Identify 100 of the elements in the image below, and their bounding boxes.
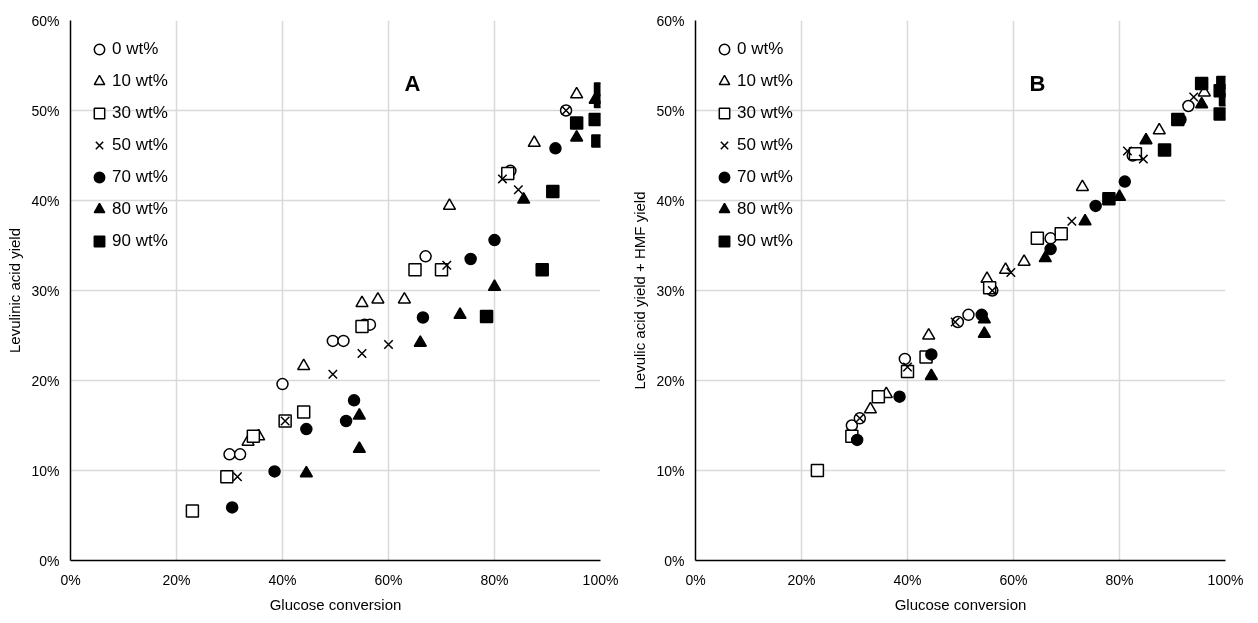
- point: [1213, 83, 1226, 98]
- point: [1102, 191, 1116, 206]
- point: [355, 295, 369, 308]
- point: [925, 348, 938, 361]
- point: [1017, 254, 1031, 266]
- point: [977, 326, 992, 338]
- legend-label: 50 wt%: [737, 135, 793, 155]
- y-tick-label: 40%: [656, 192, 685, 209]
- x-tick-label: 100%: [582, 571, 619, 588]
- x-tick-label: 60%: [374, 571, 403, 588]
- point: [850, 433, 864, 447]
- x-tick-label: 0%: [60, 571, 81, 588]
- point: [408, 263, 422, 277]
- y-tick-label: 10%: [656, 462, 685, 479]
- point: [233, 448, 247, 461]
- x-tick-label: 100%: [1207, 571, 1244, 588]
- point: [1075, 179, 1090, 192]
- legend-label: 10 wt%: [112, 71, 168, 91]
- y-tick-label: 30%: [31, 282, 60, 299]
- point: [347, 394, 361, 407]
- x-tick-label: 40%: [268, 571, 297, 588]
- point: [513, 184, 524, 195]
- y-tick-label: 40%: [31, 192, 60, 209]
- legend-label: 90 wt%: [112, 231, 168, 251]
- point: [1118, 175, 1132, 188]
- point: [1139, 132, 1153, 145]
- point: [1078, 213, 1092, 226]
- point: [1122, 146, 1133, 156]
- point: [371, 291, 385, 304]
- point: [569, 86, 584, 99]
- point: [268, 465, 281, 478]
- point: [1054, 227, 1068, 241]
- x-tick-label: 80%: [1105, 571, 1134, 588]
- point: [569, 116, 584, 130]
- point: [383, 339, 394, 350]
- legend-label: 70 wt%: [737, 167, 793, 187]
- point: [185, 504, 200, 518]
- point: [546, 184, 560, 199]
- point: [296, 358, 311, 371]
- point: [441, 260, 452, 271]
- point: [413, 335, 428, 347]
- point: [296, 405, 311, 419]
- point: [327, 369, 338, 380]
- point: [497, 173, 508, 184]
- point: [352, 407, 367, 420]
- point: [487, 279, 502, 292]
- point: [453, 307, 467, 320]
- point: [299, 465, 314, 478]
- point: [535, 263, 549, 277]
- annotation: A: [404, 71, 421, 97]
- y-tick-label: 20%: [31, 372, 60, 389]
- point: [1044, 242, 1057, 256]
- point: [893, 390, 906, 403]
- x-tick-label: 0%: [685, 571, 706, 588]
- point: [223, 448, 236, 461]
- x-tick-label: 80%: [480, 571, 509, 588]
- y-tick-label: 60%: [31, 12, 60, 29]
- point: [1030, 231, 1045, 246]
- legend-label: 30 wt%: [112, 103, 168, 123]
- point: [488, 233, 501, 247]
- point: [352, 441, 367, 454]
- y-tick-label: 60%: [656, 12, 685, 29]
- x-axis-title: Glucose conversion: [269, 595, 402, 613]
- point: [416, 311, 430, 324]
- y-axis-title: Levulic acid yield + HMF yield: [631, 191, 649, 390]
- point: [871, 389, 886, 404]
- legend-label: 10 wt%: [737, 71, 793, 91]
- point: [419, 250, 432, 263]
- point: [1194, 96, 1209, 109]
- point: [1194, 76, 1209, 91]
- legend-label: 30 wt%: [737, 103, 793, 123]
- point: [569, 129, 584, 142]
- legend-label: 70 wt%: [112, 167, 168, 187]
- point: [1213, 107, 1226, 121]
- point: [962, 308, 975, 322]
- point: [902, 362, 913, 372]
- x-tick-label: 40%: [893, 571, 922, 588]
- point: [516, 191, 531, 204]
- point: [442, 198, 457, 211]
- x-tick-label: 20%: [162, 571, 191, 588]
- point: [434, 263, 449, 277]
- y-tick-label: 50%: [656, 102, 685, 119]
- point: [863, 401, 878, 414]
- legend-label: 90 wt%: [737, 231, 793, 251]
- y-tick-label: 0%: [664, 552, 685, 569]
- point: [898, 352, 912, 366]
- y-tick-label: 10%: [31, 462, 60, 479]
- legend-label: 80 wt%: [112, 199, 168, 219]
- point: [527, 135, 541, 148]
- point: [357, 348, 367, 359]
- point: [232, 471, 243, 482]
- x-axis-title: Glucose conversion: [894, 595, 1027, 613]
- point: [1138, 154, 1149, 165]
- point: [337, 334, 350, 348]
- point: [220, 470, 234, 484]
- point: [300, 422, 313, 436]
- point: [549, 142, 562, 155]
- point: [276, 377, 289, 391]
- legend-label: 50 wt%: [112, 135, 168, 155]
- y-tick-label: 20%: [656, 372, 685, 389]
